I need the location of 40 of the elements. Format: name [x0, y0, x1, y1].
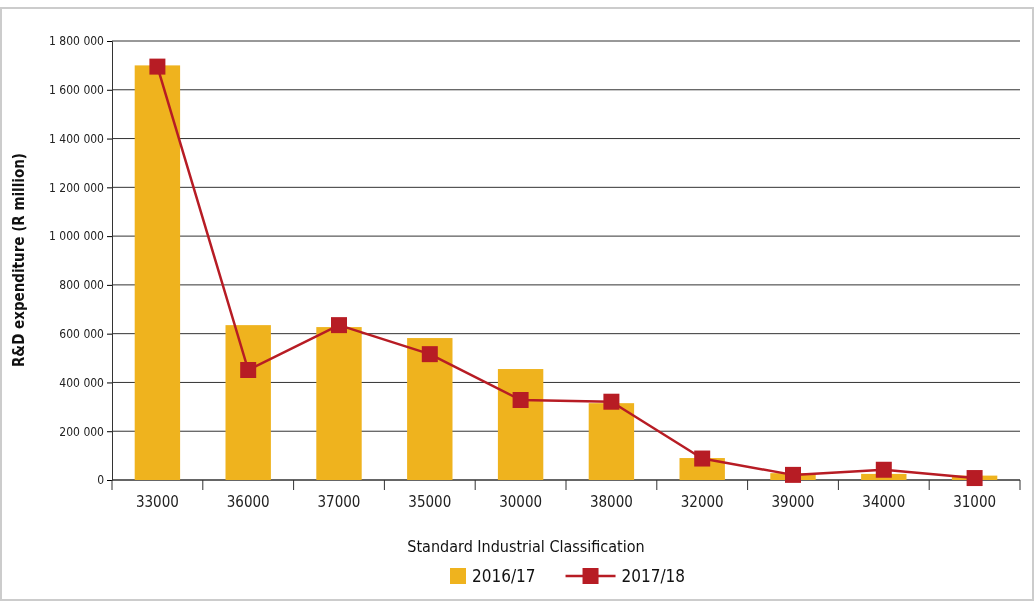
legend-label: 2017/18	[621, 566, 686, 586]
x-tick-label: 30000	[499, 493, 543, 511]
x-axis-title: Standard Industrial Classification	[407, 537, 645, 556]
bar	[407, 338, 453, 480]
y-tick-label: 600 000	[59, 327, 105, 342]
point	[966, 470, 983, 487]
x-tick-label: 39000	[771, 493, 815, 511]
y-tick-label: 400 000	[59, 375, 105, 390]
point	[331, 317, 347, 334]
x-tick-label: 32000	[680, 493, 724, 511]
point	[240, 362, 257, 379]
y-tick-label: 1 800 000	[49, 34, 105, 49]
point	[421, 346, 438, 363]
y-tick-label: 1 200 000	[49, 180, 105, 195]
y-tick-label: 0	[97, 473, 105, 488]
point	[694, 450, 711, 467]
x-tick-label: 37000	[317, 493, 361, 511]
point	[875, 461, 892, 478]
bar	[225, 325, 271, 480]
bar	[316, 327, 362, 480]
point	[512, 392, 529, 408]
bar	[588, 403, 635, 480]
y-tick-label: 200 000	[59, 424, 105, 439]
x-tick-label: 31000	[953, 493, 997, 511]
bar	[134, 65, 181, 480]
x-tick-label: 33000	[135, 493, 179, 511]
y-tick-label: 800 000	[59, 278, 105, 293]
x-tick-label: 34000	[862, 493, 906, 511]
x-tick-label: 35000	[408, 493, 452, 511]
y-tick-label: 1 000 000	[49, 229, 105, 244]
legend-label: 2016/17	[472, 566, 536, 586]
point	[149, 58, 166, 75]
point	[785, 466, 801, 483]
x-tick-label: 38000	[589, 493, 633, 511]
x-tick-label: 36000	[226, 493, 270, 511]
bar	[497, 369, 544, 480]
y-axis-title: R&D expenditure (R million)	[10, 152, 28, 368]
y-tick-label: 1 400 000	[49, 131, 105, 146]
point	[603, 393, 620, 410]
y-tick-label: 1 600 000	[49, 83, 105, 98]
